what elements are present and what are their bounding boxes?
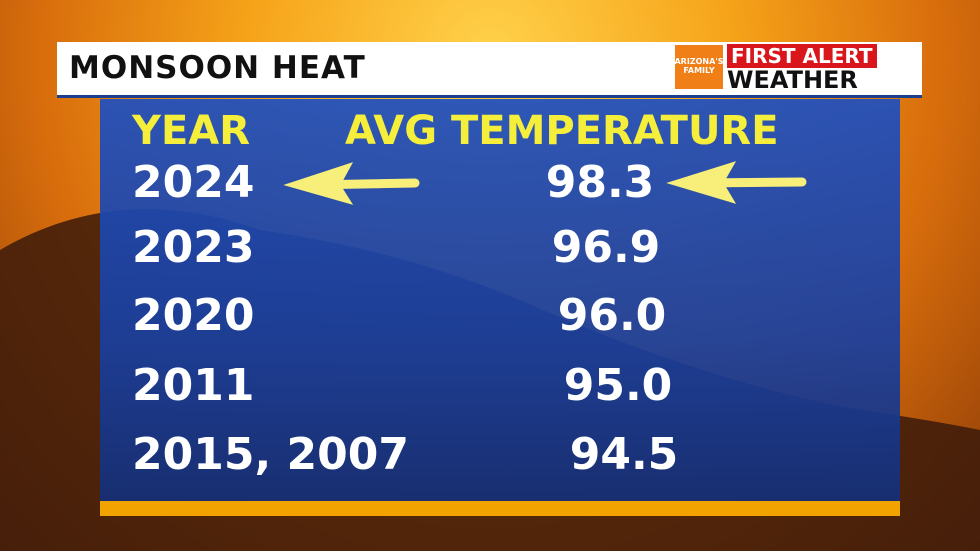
arrow <box>283 161 807 205</box>
temperature: 95.0 <box>563 360 673 411</box>
temperature: 96.9 <box>551 222 661 273</box>
stripe <box>100 501 900 516</box>
logo-badge: ARIZONA'S FAMILY <box>674 45 724 89</box>
year: 2024 <box>132 157 255 208</box>
panel <box>100 99 900 501</box>
year: 2015, 2007 <box>132 429 409 480</box>
temperature: 96.0 <box>557 290 667 341</box>
title: MONSOON HEAT <box>69 50 366 86</box>
column-header: YEAR <box>132 108 251 154</box>
year: 2011 <box>132 360 255 411</box>
logo-line: FIRST ALERT <box>727 44 877 68</box>
year: 2023 <box>132 222 255 273</box>
logo-line: WEATHER <box>727 66 858 94</box>
temperature: 94.5 <box>569 429 679 480</box>
temperature: 98.3 <box>545 157 655 208</box>
year: 2020 <box>132 290 255 341</box>
column-header: AVG TEMPERATURE <box>345 108 779 154</box>
header-bar: MONSOON HEAT ARIZONA'S FAMILY FIRST ALER… <box>57 42 922 98</box>
